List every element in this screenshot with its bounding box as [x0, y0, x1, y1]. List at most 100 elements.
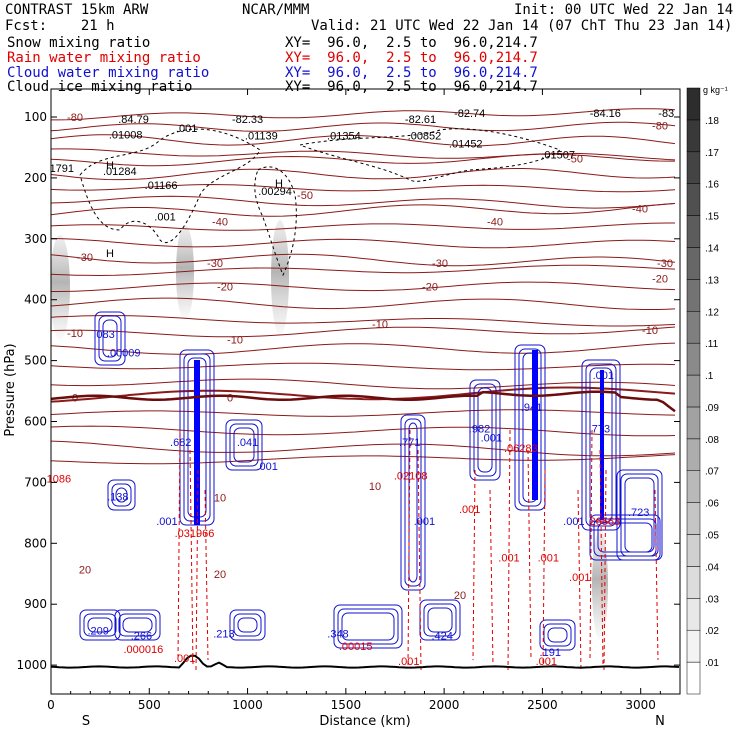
cloudwater-contour [337, 608, 399, 645]
x-tick-label: 3000 [625, 698, 656, 712]
cloudwater-contour [514, 344, 546, 511]
cloudwater-contour [423, 603, 457, 637]
isotherm-line [51, 440, 676, 457]
cloudwater-core [600, 370, 604, 520]
cloudwater-contour [597, 522, 653, 553]
isotherm-line [51, 297, 676, 310]
header-valid: Valid: 21 UTC Wed 22 Jan 14 (07 ChT Thu … [311, 18, 733, 34]
cloudwater-contour [111, 483, 132, 507]
colorbar-tick-label: .02 [705, 626, 719, 637]
ice-max-label: .01507 [541, 149, 575, 161]
isotherm-label: -10 [67, 328, 83, 340]
ice-max-label: .001 [176, 123, 197, 135]
cloudwater-contour [473, 383, 497, 477]
north-label: N [655, 714, 665, 729]
isotherm-line [51, 148, 676, 161]
cloudwater-max-label: .266 [131, 631, 152, 643]
cloudwater-max-label: .041 [237, 437, 258, 449]
colorbar-swatch [686, 470, 701, 503]
snow-max-label: .001 [154, 212, 175, 224]
colorbar-swatch [686, 311, 701, 344]
cloudwater-core [194, 360, 200, 525]
isotherm-label: -10 [642, 325, 658, 337]
rain-max-label: .06283 [504, 443, 538, 455]
rain-contour [603, 469, 607, 671]
x-tick-label: 2000 [429, 698, 460, 712]
terrain-line [51, 390, 680, 669]
colorbar-swatch [686, 566, 701, 599]
colorbar-swatch [686, 598, 701, 631]
ice-max-label: -84.16 [590, 108, 621, 120]
rain-max-label: .02108 [394, 470, 428, 482]
y-tick-label: 700 [24, 475, 47, 489]
ice-max-label: .01452 [449, 138, 483, 150]
cloudwater-contour [229, 423, 259, 467]
x-tick-label: 2500 [527, 698, 558, 712]
isotherm-line [51, 264, 676, 277]
colorbar-swatch [686, 342, 701, 376]
isotherm-label: 10 [214, 493, 226, 505]
rain-max-label: .001 [398, 656, 419, 668]
colorbar-swatch [686, 629, 701, 663]
cloudwater-contour [400, 414, 426, 591]
ice-contour [79, 128, 261, 243]
colorbar-tick-label: .16 [705, 180, 719, 191]
ice-max-label: -82.33 [232, 114, 263, 126]
cloudwater-contour [477, 387, 493, 473]
cloudwater-max-label: .00009 [107, 347, 141, 359]
x-tick-label: 1500 [331, 698, 362, 712]
cloudwater-max-label: .773 [589, 423, 610, 435]
isotherm-label: -30 [432, 258, 448, 270]
ice-max-label: .01354 [327, 131, 361, 143]
isotherm-label: -20 [422, 281, 438, 293]
field-snow-xy: XY= 96.0, 2.5 to 96.0,214.7 [285, 35, 538, 51]
snow-shade [271, 220, 289, 335]
isotherm-line [51, 386, 676, 403]
rain-contour [577, 489, 582, 671]
colorbar-swatch [686, 247, 701, 280]
colorbar-tick-label: .18 [705, 116, 719, 127]
cloudwater-max-label: .723 [628, 507, 649, 519]
cloudwater-contour [518, 348, 542, 507]
maxima-labels-layer: 1791 H.01284.01166.001.00294HH.84.79.0100… [47, 108, 675, 668]
isotherm-label: -40 [487, 217, 503, 229]
y-tick-label: 400 [24, 293, 47, 307]
isotherm-label: -40 [212, 217, 228, 229]
isotherm-line [51, 202, 676, 217]
cloudwater-contour [122, 617, 153, 633]
field-ice-name: Cloud ice mixing ratio [7, 79, 193, 95]
cloudwater-contour [98, 315, 122, 362]
cloudwater-max-label: .001 [414, 516, 435, 528]
ice-max-label: .00852 [408, 131, 442, 143]
isotherm-line [51, 195, 676, 209]
colorbar-tick-label: .05 [705, 531, 719, 542]
colorbar-tick-label: .1 [705, 371, 714, 382]
y-tick-label: 900 [24, 597, 47, 611]
rain-max-label: .001 [459, 504, 480, 516]
snow-max-label: .00294 [258, 186, 292, 198]
cloudwater-contour [404, 418, 422, 587]
cloudwater-contour [229, 609, 266, 641]
cloudwater-max-label: .982 [469, 423, 490, 435]
ice-max-label: -83 [658, 108, 674, 120]
isotherm-label: -30 [207, 258, 223, 270]
rain-contour [589, 429, 593, 661]
cloudwater-contour [543, 623, 572, 647]
colorbar-swatch [686, 661, 701, 695]
colorbar-swatch [686, 183, 701, 216]
snow-max-label: 1791 [50, 163, 74, 175]
colorbar-tick-label: .06 [705, 499, 719, 510]
colorbar-tick-label: .15 [705, 212, 719, 223]
colorbar-tick-label: .09 [705, 403, 719, 414]
isotherm-line [51, 409, 676, 417]
header-init: Init: 00 UTC Wed 22 Jan 14 [514, 2, 734, 18]
rain-max-label: .001 [538, 553, 559, 565]
isotherm-line [51, 342, 676, 355]
colorbar-swatch [686, 279, 701, 312]
colorbar-tick-label: .17 [705, 148, 719, 159]
colorbar-swatch [686, 87, 701, 121]
colorbar-tick-label: .08 [705, 435, 719, 446]
rain-max-label: .031966 [175, 528, 215, 540]
isotherm-label: -40 [632, 203, 648, 215]
